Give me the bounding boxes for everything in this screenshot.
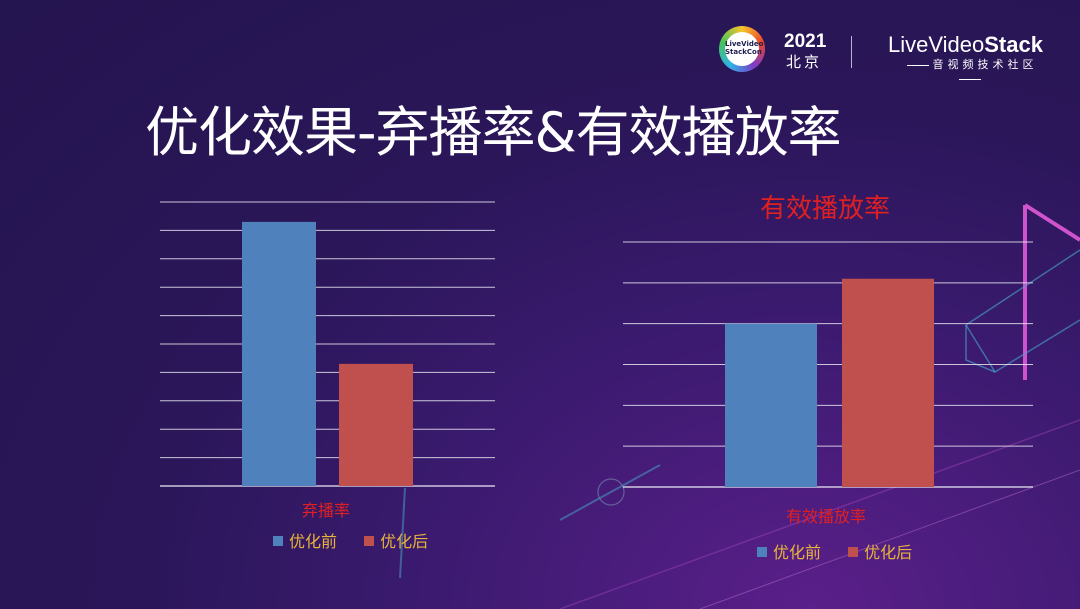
chart1-bar-before: [242, 221, 316, 486]
slide-title: 优化效果-弃播率&有效播放率: [145, 101, 842, 164]
brand-subtitle: 音视频技术社区: [890, 56, 1050, 85]
legend-label-after: 优化后: [380, 532, 429, 551]
chart2-bar-before: [725, 323, 817, 487]
chart2-category-label: 有效播放率: [786, 507, 867, 526]
chart1-category-label: 弃播率: [302, 501, 351, 520]
chart2-title: 有效播放率: [760, 194, 891, 224]
brand-prefix: Live: [888, 32, 929, 57]
legend-item-after: 优化后: [848, 539, 912, 563]
legend-label-after: 优化后: [864, 543, 913, 562]
event-year: 2021: [784, 31, 827, 52]
legend-swatch-before: [757, 546, 767, 557]
event-logo-text: LiveVideo StackCon: [725, 40, 764, 56]
header-divider: [851, 36, 852, 68]
legend-item-before: 优化前: [757, 539, 821, 563]
legend-label-before: 优化前: [289, 532, 338, 551]
chart2-legend: 优化前 优化后: [757, 539, 934, 563]
legend-swatch-before: [273, 535, 283, 546]
brand-logo: LiveVideoStack: [888, 32, 1043, 58]
chart1-legend: 优化前 优化后: [273, 528, 450, 552]
legend-item-after: 优化后: [364, 528, 428, 552]
event-city: 北京: [786, 53, 823, 71]
chart1-bar-after: [339, 363, 413, 486]
legend-swatch-after: [364, 535, 375, 546]
legend-item-before: 优化前: [273, 528, 337, 552]
brand-stack: Stack: [984, 32, 1043, 57]
legend-label-before: 优化前: [773, 543, 822, 562]
legend-swatch-after: [848, 546, 859, 557]
brand-video: Video: [928, 32, 985, 57]
chart2-bar-after: [842, 278, 934, 487]
event-logo-icon: [719, 26, 765, 72]
